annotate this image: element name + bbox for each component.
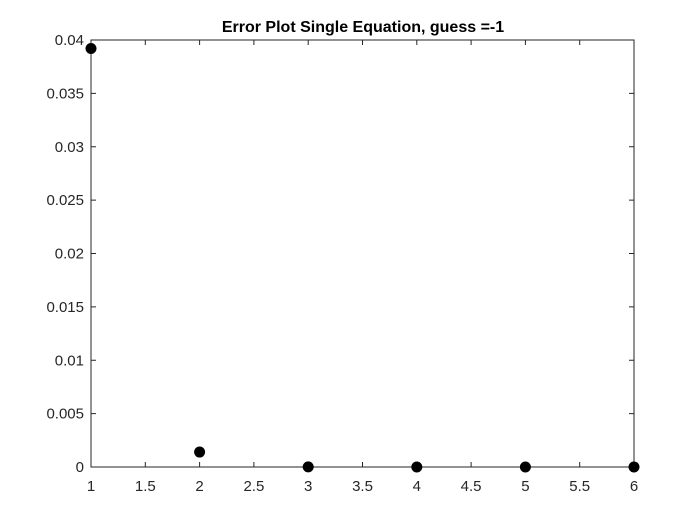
x-tick-label: 4.5 [461, 478, 482, 495]
y-tick-label: 0.005 [46, 406, 84, 423]
y-tick-label: 0 [76, 459, 84, 476]
axes [90, 39, 635, 468]
data-point [302, 461, 314, 473]
y-tick-label: 0.03 [55, 139, 84, 156]
x-tick-label: 2.5 [243, 478, 264, 495]
data-points [85, 43, 640, 473]
x-axis-ticks: 1 1.5 2 2.5 3 3.5 4 4.5 5 5.5 6 [87, 40, 638, 495]
data-point [628, 461, 640, 473]
y-tick-label: 0.01 [55, 352, 84, 369]
x-tick-label: 5 [521, 478, 529, 495]
x-tick-label: 1 [87, 478, 95, 495]
data-point [519, 461, 531, 473]
y-tick-label: 0.02 [55, 246, 84, 263]
x-tick-label: 1.5 [135, 478, 156, 495]
y-tick-label: 0.015 [46, 299, 84, 316]
x-tick-label: 4 [413, 478, 421, 495]
x-tick-label: 5.5 [569, 478, 590, 495]
data-point [85, 43, 97, 55]
data-point [411, 461, 423, 473]
y-tick-label: 0.025 [46, 192, 84, 209]
plot-area-box [90, 39, 635, 468]
data-point [194, 446, 206, 458]
y-tick-label: 0.035 [46, 85, 84, 102]
x-tick-label: 3.5 [352, 478, 373, 495]
x-tick-label: 3 [304, 478, 312, 495]
x-tick-label: 6 [630, 478, 638, 495]
chart-title: Error Plot Single Equation, guess =-1 [222, 19, 504, 36]
y-tick-label: 0.04 [55, 32, 84, 49]
x-tick-label: 2 [195, 478, 203, 495]
y-axis-ticks: 0 0.005 0.01 0.015 0.02 0.025 0.03 0.035 0.04 [46, 32, 634, 476]
